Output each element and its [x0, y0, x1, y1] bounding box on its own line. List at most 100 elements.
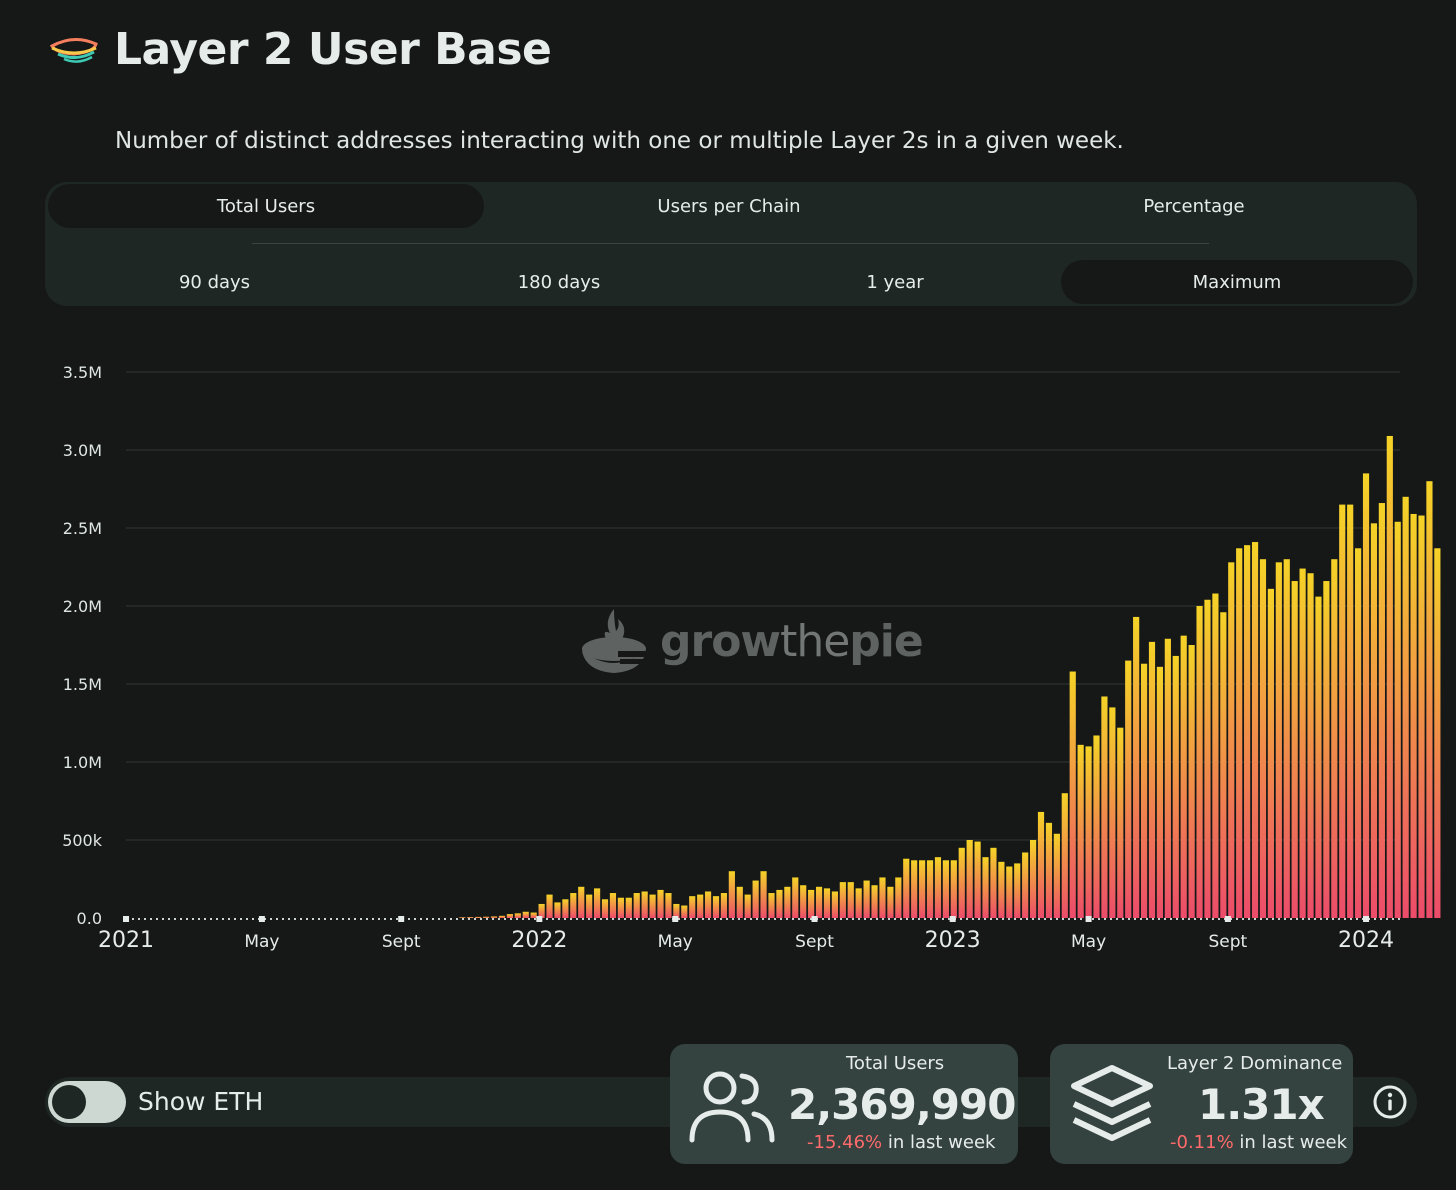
- bar[interactable]: [1220, 612, 1227, 918]
- bar[interactable]: [1307, 573, 1314, 918]
- bar[interactable]: [855, 888, 862, 918]
- bar[interactable]: [697, 894, 704, 918]
- bar[interactable]: [1014, 863, 1021, 918]
- bar[interactable]: [1133, 616, 1140, 918]
- bar[interactable]: [895, 877, 902, 918]
- bar[interactable]: [1283, 559, 1290, 918]
- bar[interactable]: [475, 916, 482, 918]
- bar[interactable]: [1410, 513, 1417, 918]
- bar[interactable]: [570, 893, 577, 918]
- bar[interactable]: [1196, 606, 1203, 918]
- bar[interactable]: [1006, 866, 1013, 918]
- bar[interactable]: [847, 882, 854, 918]
- bar[interactable]: [1275, 562, 1282, 918]
- bar[interactable]: [808, 889, 815, 918]
- bar[interactable]: [1236, 548, 1243, 918]
- bar[interactable]: [459, 917, 466, 918]
- bar[interactable]: [752, 880, 759, 918]
- bar[interactable]: [1370, 523, 1378, 918]
- bar[interactable]: [1069, 671, 1076, 918]
- bar[interactable]: [554, 902, 561, 918]
- bar[interactable]: [1267, 588, 1274, 918]
- bar[interactable]: [594, 888, 601, 918]
- bar[interactable]: [1394, 521, 1401, 918]
- bar[interactable]: [704, 891, 712, 918]
- bar[interactable]: [586, 894, 593, 918]
- bar[interactable]: [760, 871, 767, 918]
- bar[interactable]: [546, 894, 553, 918]
- bar[interactable]: [617, 897, 624, 918]
- bar[interactable]: [982, 857, 989, 918]
- bar[interactable]: [934, 857, 942, 918]
- tab-users-per-chain[interactable]: Users per Chain: [657, 195, 801, 217]
- bar[interactable]: [1418, 515, 1425, 918]
- bar[interactable]: [1085, 746, 1092, 918]
- bar[interactable]: [1172, 655, 1179, 918]
- bar[interactable]: [887, 886, 894, 918]
- bar[interactable]: [958, 847, 965, 918]
- bar[interactable]: [1204, 599, 1211, 918]
- bar[interactable]: [1402, 496, 1409, 918]
- bar[interactable]: [601, 899, 609, 918]
- bar[interactable]: [744, 894, 751, 918]
- show-eth-toggle[interactable]: [48, 1081, 126, 1123]
- bar[interactable]: [1125, 660, 1132, 918]
- tab-180-days[interactable]: 180 days: [517, 271, 601, 293]
- bar[interactable]: [1251, 542, 1259, 918]
- bar[interactable]: [1386, 435, 1393, 918]
- bar[interactable]: [863, 880, 870, 918]
- bar[interactable]: [1030, 840, 1037, 918]
- bar[interactable]: [514, 913, 521, 918]
- bar[interactable]: [950, 860, 957, 918]
- bar[interactable]: [498, 915, 506, 918]
- bar[interactable]: [625, 897, 632, 918]
- bar[interactable]: [728, 871, 735, 918]
- bar[interactable]: [1426, 481, 1433, 918]
- bar[interactable]: [681, 905, 688, 918]
- bar[interactable]: [1347, 504, 1354, 918]
- bar[interactable]: [792, 877, 799, 918]
- bar[interactable]: [1022, 852, 1029, 918]
- bar[interactable]: [665, 893, 672, 918]
- bar[interactable]: [609, 893, 617, 918]
- bar[interactable]: [879, 877, 886, 918]
- bar[interactable]: [657, 889, 664, 918]
- bar[interactable]: [1109, 707, 1116, 918]
- bar[interactable]: [768, 893, 775, 918]
- bar[interactable]: [903, 858, 910, 918]
- info-icon[interactable]: [1372, 1084, 1408, 1120]
- bar[interactable]: [1101, 696, 1108, 918]
- tab-total-users[interactable]: Total Users: [48, 184, 484, 228]
- bar[interactable]: [578, 886, 585, 918]
- bar[interactable]: [1323, 581, 1330, 918]
- bar[interactable]: [1188, 645, 1195, 918]
- bar[interactable]: [1331, 559, 1338, 918]
- bar[interactable]: [736, 886, 743, 918]
- tab-90-days[interactable]: 90 days: [178, 271, 251, 293]
- bar[interactable]: [1315, 596, 1322, 918]
- bar[interactable]: [1180, 635, 1187, 918]
- bar[interactable]: [1244, 545, 1251, 918]
- bar[interactable]: [538, 903, 545, 918]
- tab-1-year[interactable]: 1 year: [866, 271, 924, 293]
- bar[interactable]: [633, 893, 640, 918]
- bar[interactable]: [1093, 735, 1100, 918]
- bar[interactable]: [1077, 744, 1084, 918]
- bar[interactable]: [871, 885, 878, 918]
- bar[interactable]: [522, 911, 529, 918]
- bar[interactable]: [562, 899, 569, 918]
- bar[interactable]: [998, 861, 1005, 918]
- bar[interactable]: [919, 860, 926, 918]
- bar[interactable]: [839, 882, 846, 918]
- tab-maximum[interactable]: Maximum: [1061, 260, 1413, 304]
- bar[interactable]: [1053, 833, 1060, 918]
- bar[interactable]: [815, 886, 823, 918]
- bar[interactable]: [530, 912, 537, 918]
- bar[interactable]: [712, 896, 720, 918]
- bar[interactable]: [1156, 666, 1164, 918]
- bar[interactable]: [1362, 473, 1370, 918]
- bar[interactable]: [641, 891, 648, 918]
- bar[interactable]: [1164, 638, 1171, 918]
- bar[interactable]: [1339, 504, 1346, 918]
- bar[interactable]: [1212, 593, 1219, 918]
